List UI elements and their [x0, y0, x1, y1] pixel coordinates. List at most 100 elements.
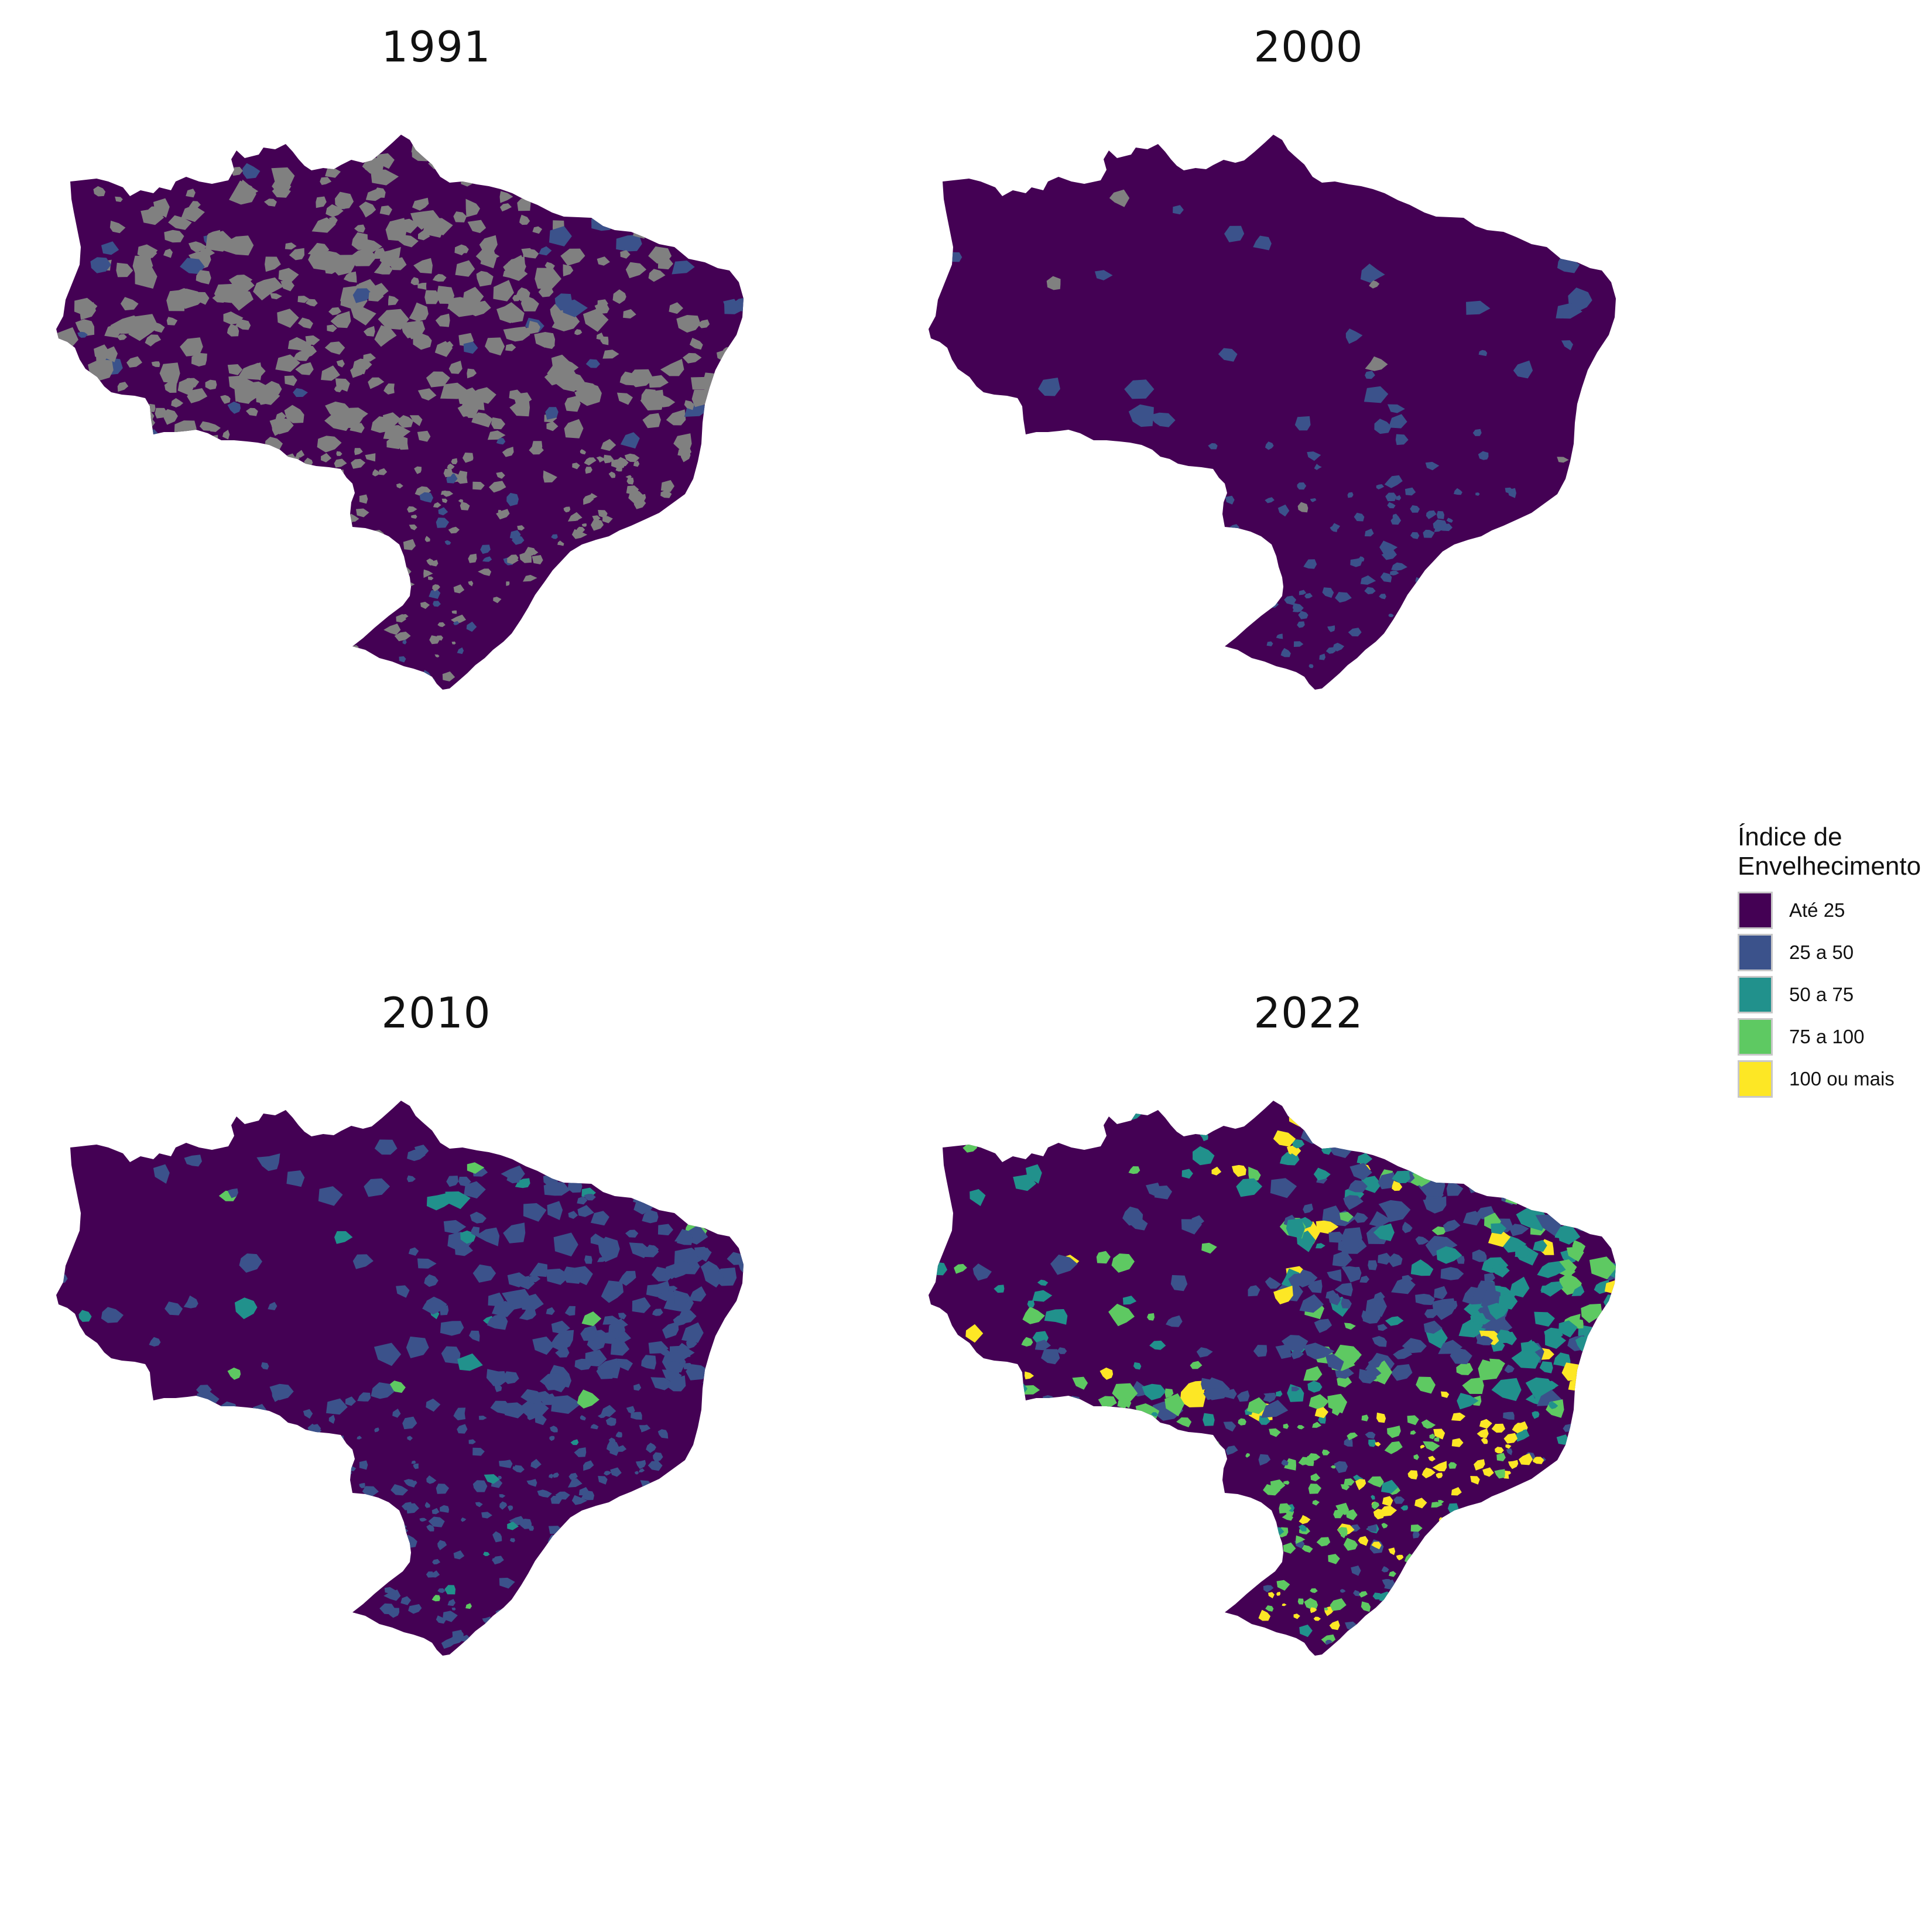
- municipality-unit: [1491, 1223, 1507, 1235]
- municipality-unit: [1160, 1516, 1171, 1525]
- municipality-unit: [557, 540, 564, 546]
- municipality-unit: [1436, 1246, 1462, 1264]
- municipality-unit: [1345, 1131, 1367, 1152]
- municipality-unit: [567, 1478, 583, 1488]
- municipality-unit: [1297, 502, 1308, 513]
- municipality-unit: [677, 446, 692, 457]
- municipality-unit: [731, 1359, 741, 1368]
- municipality-unit: [1544, 1327, 1563, 1342]
- panel-title: 2022: [1253, 988, 1364, 1037]
- municipality-unit: [1088, 481, 1099, 491]
- municipality-unit: [1217, 1581, 1229, 1591]
- municipality-unit: [207, 533, 215, 539]
- municipality-unit: [595, 1330, 607, 1338]
- municipality-unit: [625, 1229, 639, 1238]
- municipality-unit: [1332, 642, 1345, 652]
- municipality-unit: [471, 412, 493, 427]
- municipality-unit: [516, 287, 530, 302]
- municipality-unit: [1099, 1367, 1114, 1380]
- municipality-unit: [512, 1406, 527, 1415]
- municipality-unit: [677, 1342, 691, 1358]
- municipality-unit: [1211, 1166, 1222, 1176]
- municipality-unit: [733, 1181, 744, 1195]
- municipality-unit: [374, 187, 386, 198]
- municipality-unit: [591, 1646, 596, 1650]
- municipality-unit: [1339, 1212, 1354, 1222]
- municipality-unit: [135, 618, 148, 629]
- municipality-unit: [153, 321, 165, 333]
- municipality-unit: [467, 220, 487, 234]
- municipality-unit: [1325, 1124, 1337, 1132]
- municipality-unit: [374, 325, 397, 347]
- municipality-unit: [198, 614, 210, 626]
- municipality-unit: [432, 273, 447, 282]
- municipality-unit: [100, 1390, 121, 1407]
- municipality-unit: [381, 587, 389, 592]
- municipality-unit: [1582, 1537, 1591, 1546]
- municipality-unit: [1371, 1634, 1377, 1639]
- municipality-unit: [357, 1392, 371, 1402]
- municipality-unit: [1341, 1227, 1362, 1249]
- municipality-unit: [1509, 1224, 1529, 1236]
- municipality-unit: [998, 1577, 1007, 1587]
- municipality-unit: [556, 1600, 564, 1606]
- municipality-unit: [597, 299, 608, 307]
- municipality-unit: [1432, 1134, 1451, 1150]
- municipality-unit: [526, 1479, 537, 1487]
- municipality-unit: [270, 1531, 284, 1542]
- municipality-unit: [934, 1348, 958, 1368]
- municipality-unit: [583, 494, 594, 505]
- municipality-unit: [563, 650, 571, 659]
- municipality-unit: [573, 568, 581, 573]
- municipality-unit: [616, 1358, 633, 1371]
- municipality-unit: [1335, 1502, 1349, 1515]
- municipality-unit: [1332, 1101, 1351, 1117]
- municipality-unit: [703, 1378, 720, 1394]
- municipality-unit: [715, 1349, 729, 1357]
- municipality-unit: [234, 1297, 258, 1320]
- municipality-unit: [271, 167, 295, 188]
- municipality-unit: [1349, 1163, 1372, 1180]
- municipality-unit: [350, 307, 376, 326]
- municipality-unit: [371, 1382, 395, 1399]
- municipality-unit: [1027, 1519, 1041, 1532]
- municipality-unit: [620, 432, 640, 449]
- municipality-unit: [365, 453, 376, 462]
- municipality-unit: [1392, 1170, 1410, 1183]
- municipality-unit: [210, 600, 223, 609]
- municipality-unit: [1303, 1366, 1323, 1381]
- municipality-unit: [383, 1590, 401, 1601]
- municipality-unit: [291, 1502, 307, 1512]
- municipality-unit: [409, 302, 429, 321]
- municipality-unit: [1151, 1412, 1158, 1417]
- municipality-unit: [657, 582, 665, 588]
- municipality-unit: [585, 159, 607, 183]
- municipality-unit: [1023, 1385, 1040, 1395]
- municipality-unit: [472, 481, 485, 490]
- municipality-unit: [954, 1263, 967, 1274]
- legend-label: 75 a 100: [1789, 1026, 1865, 1047]
- municipality-unit: [402, 1416, 417, 1430]
- municipality-unit: [1299, 1515, 1311, 1525]
- municipality-unit: [1390, 516, 1402, 525]
- municipality-unit: [363, 1513, 382, 1525]
- municipality-unit: [668, 1286, 678, 1292]
- municipality-unit: [313, 528, 319, 533]
- municipality-unit: [107, 1517, 114, 1523]
- municipality-unit: [1546, 1620, 1552, 1625]
- municipality-unit: [218, 469, 228, 479]
- municipality-unit: [94, 1584, 102, 1592]
- municipality-unit: [1314, 1318, 1332, 1333]
- municipality-unit: [1201, 1530, 1210, 1536]
- municipality-unit: [374, 262, 393, 275]
- municipality-unit: [181, 1626, 190, 1632]
- municipality-unit: [1420, 1571, 1430, 1581]
- municipality-unit: [741, 1255, 744, 1265]
- municipality-unit: [692, 1176, 716, 1193]
- municipality-unit: [1284, 595, 1297, 605]
- municipality-unit: [580, 1325, 598, 1341]
- municipality-unit: [368, 289, 384, 302]
- municipality-unit: [519, 1308, 536, 1320]
- municipality-unit: [204, 1516, 217, 1529]
- municipality-unit: [447, 1599, 455, 1606]
